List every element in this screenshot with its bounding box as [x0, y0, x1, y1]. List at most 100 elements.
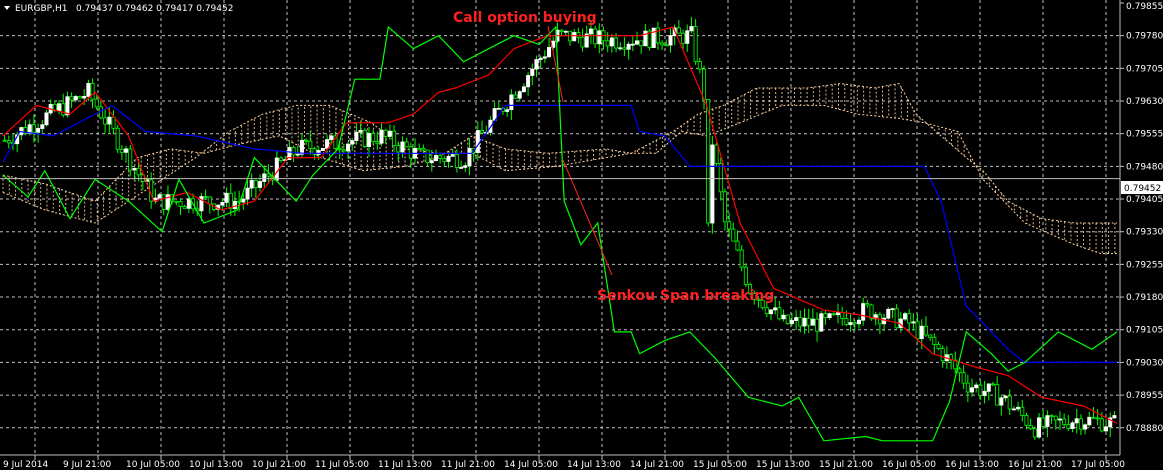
candle-bull [538, 57, 543, 60]
candle-bear [798, 317, 803, 327]
time-axis: 9 Jul 2014 9 Jul 21:00 10 Jul 05:00 10 Jul … [3, 455, 1125, 470]
candle-bull [40, 124, 45, 129]
candle-bear [1041, 417, 1046, 427]
price-tick-label: 0.79705 [1126, 64, 1163, 74]
candle-bull [768, 309, 773, 315]
price-axis: 0.79855 0.79780 0.79705 0.79630 0.79555 0.794… [1120, 2, 1163, 434]
candle-bull [1037, 417, 1042, 438]
candle-bear [454, 154, 459, 168]
candle-bear [928, 334, 933, 338]
candle-bull [651, 27, 656, 48]
candle-bull [848, 322, 853, 325]
candle-bull [354, 131, 359, 142]
ohlc-values: 0.79437 0.79462 0.79417 0.79452 [76, 4, 233, 14]
candle-bull [856, 319, 861, 325]
candle-bear [764, 307, 769, 315]
kijun-line [2, 104, 1117, 363]
candle-bull [249, 180, 254, 189]
candle-bear [136, 167, 141, 176]
candle-bear [1095, 417, 1100, 420]
candle-bear [115, 127, 120, 150]
candle-bull [919, 325, 924, 340]
candle-bear [752, 292, 757, 300]
price-tick-label: 0.79330 [1126, 228, 1163, 238]
candlesticks [2, 16, 1117, 440]
candle-bear [823, 313, 828, 318]
candle-bear [559, 29, 564, 32]
candle-bull [496, 107, 501, 110]
price-tick-label: 0.79405 [1126, 195, 1163, 205]
candle-bull [224, 192, 229, 203]
candle-bull [886, 308, 891, 319]
candle-bear [333, 135, 338, 149]
annotation-call-arrow [547, 25, 564, 103]
candle-bull [400, 141, 405, 153]
candle-bull [274, 157, 279, 181]
candle-bear [69, 96, 74, 101]
candle-bull [547, 46, 552, 58]
candle-bull [1087, 416, 1092, 426]
candle-bear [119, 148, 124, 153]
candle-bear [718, 163, 723, 193]
candle-bull [157, 194, 162, 199]
candle-bull [429, 160, 434, 164]
candle-bull [459, 166, 464, 169]
candle-bear [815, 318, 820, 332]
candle-bear [308, 140, 313, 150]
candle-bull [689, 26, 694, 32]
price-tick-label: 0.79630 [1126, 97, 1163, 107]
candle-bull [1112, 415, 1117, 419]
candle-bear [1053, 415, 1058, 421]
candle-bear [743, 266, 748, 285]
candle-bear [760, 299, 765, 309]
candle-bull [710, 144, 715, 224]
candle-bull [970, 387, 975, 393]
time-tick-label: 10 Jul 21:00 [252, 460, 306, 470]
candle-bull [232, 200, 237, 210]
candle-bull [685, 30, 690, 44]
time-tick-label: 10 Jul 13:00 [189, 460, 243, 470]
candle-bear [722, 191, 727, 223]
candle-bear [576, 32, 581, 38]
candle-bear [806, 317, 811, 326]
candle-bear [6, 140, 11, 144]
candle-bear [279, 157, 284, 161]
candle-bear [727, 221, 732, 230]
candle-bull [320, 147, 325, 151]
price-tick-label: 0.79255 [1126, 260, 1163, 270]
candle-bear [932, 336, 937, 345]
candle-bull [387, 130, 392, 137]
candle-bull [467, 148, 472, 167]
time-tick-label: 10 Jul 05:00 [126, 460, 180, 470]
candle-bear [228, 192, 233, 210]
candle-bear [580, 36, 585, 48]
candle-bull [534, 59, 539, 70]
candle-bear [1049, 415, 1054, 417]
candle-bear [383, 129, 388, 137]
candle-bear [480, 130, 485, 134]
candle-bull [827, 313, 832, 318]
dropdown-arrow-icon[interactable] [4, 6, 10, 10]
candle-bear [965, 382, 970, 393]
annotation-call-option: Call option buying [453, 10, 597, 26]
candle-bull [358, 129, 363, 133]
candle-bear [622, 47, 627, 50]
time-tick-label: 15 Jul 05:00 [693, 460, 747, 470]
candle-bull [630, 43, 635, 46]
time-tick-label: 16 Jul 05:00 [882, 460, 936, 470]
candle-bull [27, 124, 32, 134]
candle-bull [789, 320, 794, 324]
candle-bear [852, 322, 857, 325]
candle-bear [2, 139, 7, 142]
candle-bear [77, 96, 82, 99]
candle-bear [421, 147, 426, 151]
candle-bull [802, 317, 807, 327]
candle-bull [890, 308, 895, 311]
candle-bull [245, 187, 250, 200]
candle-bull [542, 56, 547, 59]
candle-bear [949, 354, 954, 361]
tenkan-line [2, 26, 1118, 424]
candle-bear [23, 127, 28, 134]
time-tick-label: 17 Jul 05:00 [1071, 460, 1125, 470]
